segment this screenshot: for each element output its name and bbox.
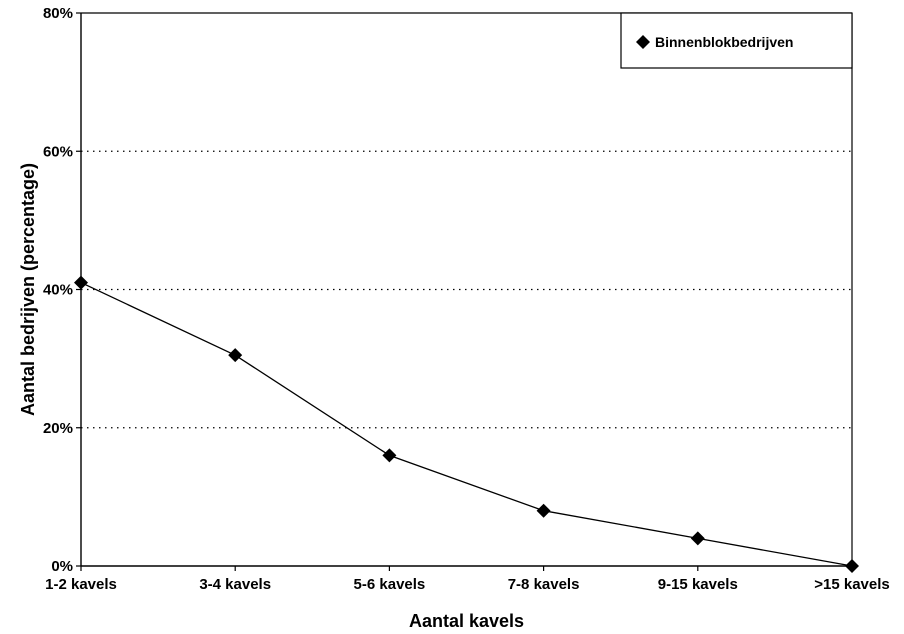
x-axis-ticks: 1-2 kavels 3-4 kavels 5-6 kavels 7-8 kavels… bbox=[45, 566, 890, 593]
data-point-marker bbox=[690, 531, 705, 546]
y-tick-label: 80% bbox=[43, 5, 73, 22]
legend-box bbox=[620, 12, 853, 69]
data-point-marker bbox=[845, 559, 859, 573]
y-axis-title: Aantal bedrijven (percentage) bbox=[18, 163, 38, 416]
x-tick-label: 3-4 kavels bbox=[199, 576, 271, 593]
legend-label: Binnenblokbedrijven bbox=[655, 34, 793, 50]
data-point-marker bbox=[536, 503, 551, 518]
series-line bbox=[80, 281, 853, 567]
series-group bbox=[74, 275, 859, 573]
legend: Binnenblokbedrijven bbox=[620, 12, 853, 69]
y-axis-ticks: 0% 20% 40% 60% 80% bbox=[43, 5, 81, 575]
y-tick-label: 40% bbox=[43, 282, 73, 299]
data-point-marker bbox=[382, 448, 397, 463]
x-axis-title: Aantal kavels bbox=[409, 611, 524, 631]
y-tick-label: 60% bbox=[43, 143, 73, 160]
data-point-marker bbox=[228, 348, 243, 363]
data-point-marker bbox=[74, 275, 88, 290]
y-tick-label: 0% bbox=[51, 558, 73, 575]
x-tick-label: 7-8 kavels bbox=[508, 576, 580, 593]
x-tick-label: 5-6 kavels bbox=[354, 576, 426, 593]
gridlines bbox=[81, 150, 852, 429]
legend-marker-diamond bbox=[636, 35, 650, 49]
x-tick-label: 9-15 kavels bbox=[658, 576, 738, 593]
x-tick-label: >15 kavels bbox=[814, 576, 890, 593]
y-tick-label: 20% bbox=[43, 420, 73, 437]
x-tick-label: 1-2 kavels bbox=[45, 576, 117, 593]
